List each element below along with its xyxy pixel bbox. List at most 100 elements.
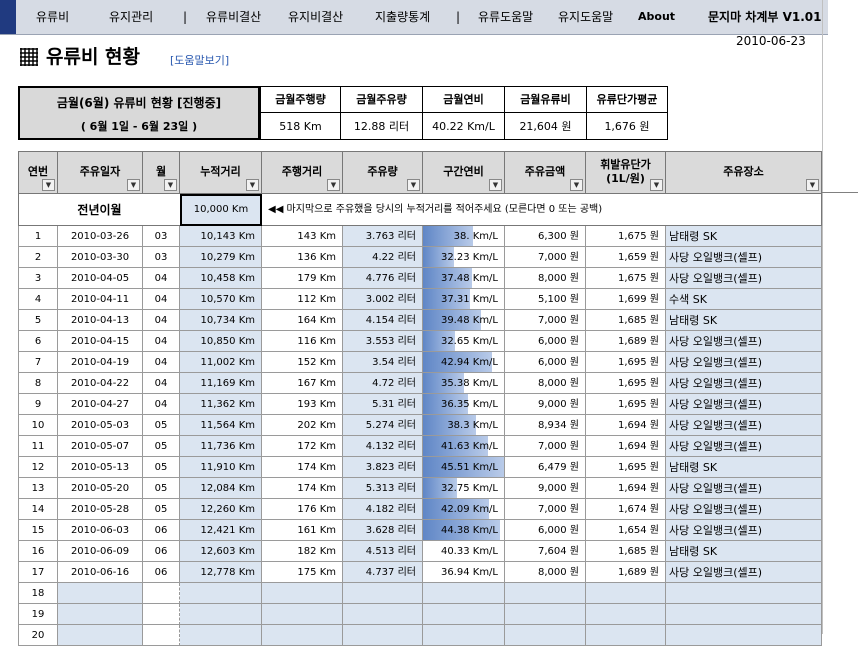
table-cell[interactable]: 7 [18,352,58,373]
table-cell[interactable]: 38. Km/L [423,226,505,247]
menu-item-3[interactable]: 유류비결산 [206,10,262,24]
table-cell[interactable]: 174 Km [262,457,343,478]
table-cell[interactable]: 사당 오일뱅크(셀프) [666,478,822,499]
table-cell[interactable]: 04 [143,289,180,310]
table-cell[interactable]: 03 [143,247,180,268]
table-cell[interactable]: 03 [143,226,180,247]
table-cell[interactable]: 36.35 Km/L [423,394,505,415]
filter-dropdown-icon[interactable]: ▼ [407,179,420,191]
table-cell[interactable]: 17 [18,562,58,583]
filter-dropdown-icon[interactable]: ▼ [127,179,140,191]
table-cell[interactable] [58,583,143,604]
table-cell[interactable]: 1 [18,226,58,247]
table-cell[interactable]: 35.38 Km/L [423,373,505,394]
table-cell[interactable]: 2010-04-05 [58,268,143,289]
table-cell[interactable]: 4.22 리터 [343,247,423,268]
filter-dropdown-icon[interactable]: ▼ [246,179,259,191]
table-cell[interactable]: 11 [18,436,58,457]
prev-distance-input[interactable]: 10,000 Km [180,194,262,226]
menu-item-4[interactable]: 유지비결산 [288,10,344,24]
table-cell[interactable]: 12 [18,457,58,478]
table-cell[interactable]: 1,685 원 [586,541,666,562]
table-cell[interactable]: 2010-05-28 [58,499,143,520]
table-cell[interactable]: 9,000 원 [505,394,586,415]
table-cell[interactable]: 172 Km [262,436,343,457]
menu-item-8[interactable]: 유지도움말 [558,10,614,24]
table-cell[interactable]: 4.776 리터 [343,268,423,289]
table-cell[interactable]: 1,694 원 [586,478,666,499]
table-cell[interactable]: 사당 오일뱅크(셀프) [666,415,822,436]
table-cell[interactable]: 6,479 원 [505,457,586,478]
table-cell[interactable] [180,625,262,646]
table-cell[interactable]: 10,458 Km [180,268,262,289]
table-cell[interactable]: 11,910 Km [180,457,262,478]
table-cell[interactable]: 182 Km [262,541,343,562]
table-cell[interactable]: 3.628 리터 [343,520,423,541]
filter-dropdown-icon[interactable]: ▼ [489,179,502,191]
table-cell[interactable]: 4.513 리터 [343,541,423,562]
table-cell[interactable]: 4.182 리터 [343,499,423,520]
table-cell[interactable]: 6,000 원 [505,352,586,373]
table-cell[interactable]: 2 [18,247,58,268]
table-cell[interactable]: 1,695 원 [586,457,666,478]
table-cell[interactable]: 사당 오일뱅크(셀프) [666,436,822,457]
filter-dropdown-icon[interactable]: ▼ [570,179,583,191]
table-cell[interactable]: 12,603 Km [180,541,262,562]
table-cell[interactable]: 41.63 Km/L [423,436,505,457]
table-cell[interactable]: 05 [143,415,180,436]
table-cell[interactable]: 2010-05-20 [58,478,143,499]
table-cell[interactable]: 174 Km [262,478,343,499]
table-cell[interactable] [180,604,262,625]
table-cell[interactable]: 3 [18,268,58,289]
table-cell[interactable]: 202 Km [262,415,343,436]
table-cell[interactable]: 5.313 리터 [343,478,423,499]
table-cell[interactable]: 5,100 원 [505,289,586,310]
table-cell[interactable]: 2010-04-15 [58,331,143,352]
table-cell[interactable]: 5.31 리터 [343,394,423,415]
table-cell[interactable] [505,604,586,625]
table-cell[interactable] [343,625,423,646]
table-cell[interactable]: 136 Km [262,247,343,268]
table-cell[interactable]: 06 [143,541,180,562]
table-cell[interactable]: 사당 오일뱅크(셀프) [666,394,822,415]
table-cell[interactable]: 4 [18,289,58,310]
table-cell[interactable]: 1,699 원 [586,289,666,310]
table-cell[interactable] [58,625,143,646]
menu-item-5[interactable]: 지출량통계 [375,10,431,24]
table-cell[interactable] [143,583,180,604]
table-cell[interactable]: 152 Km [262,352,343,373]
table-cell[interactable] [586,604,666,625]
table-cell[interactable] [143,604,180,625]
table-cell[interactable]: 32.65 Km/L [423,331,505,352]
table-cell[interactable]: 161 Km [262,520,343,541]
table-cell[interactable] [586,625,666,646]
table-cell[interactable]: 4.737 리터 [343,562,423,583]
table-cell[interactable]: 40.33 Km/L [423,541,505,562]
table-cell[interactable]: 6 [18,331,58,352]
filter-dropdown-icon[interactable]: ▼ [806,179,819,191]
table-cell[interactable] [262,625,343,646]
table-cell[interactable]: 8,000 원 [505,268,586,289]
table-cell[interactable]: 4.154 리터 [343,310,423,331]
table-cell[interactable] [343,583,423,604]
table-cell[interactable]: 1,694 원 [586,436,666,457]
table-cell[interactable] [423,604,505,625]
table-cell[interactable]: 1,654 원 [586,520,666,541]
table-cell[interactable] [343,604,423,625]
table-cell[interactable]: 10,850 Km [180,331,262,352]
table-cell[interactable] [143,625,180,646]
table-cell[interactable]: 05 [143,499,180,520]
table-cell[interactable]: 116 Km [262,331,343,352]
table-cell[interactable]: 2010-05-13 [58,457,143,478]
table-cell[interactable]: 13 [18,478,58,499]
table-cell[interactable]: 42.09 Km/L [423,499,505,520]
table-cell[interactable]: 2010-03-26 [58,226,143,247]
table-cell[interactable]: 5 [18,310,58,331]
table-cell[interactable]: 사당 오일뱅크(셀프) [666,352,822,373]
table-cell[interactable]: 06 [143,562,180,583]
filter-dropdown-icon[interactable]: ▼ [650,179,663,191]
table-cell[interactable]: 04 [143,331,180,352]
table-cell[interactable] [262,604,343,625]
table-cell[interactable]: 04 [143,352,180,373]
table-cell[interactable]: 10,734 Km [180,310,262,331]
